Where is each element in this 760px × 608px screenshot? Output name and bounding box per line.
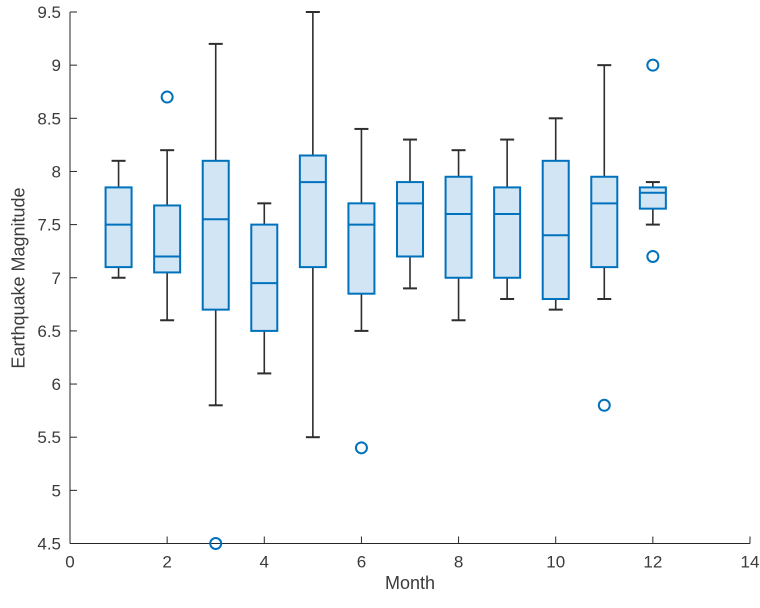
outlier-month-3 <box>209 537 223 550</box>
x-tick-label: 12 <box>643 553 662 572</box>
x-tick-label: 14 <box>741 553 760 572</box>
y-tick-label: 9 <box>52 56 61 75</box>
box-month-8 <box>444 175 473 279</box>
box-month-12 <box>638 186 667 210</box>
y-tick-label: 7.5 <box>37 216 61 235</box>
outlier-month-6 <box>354 441 368 455</box>
y-tick-label: 8.5 <box>37 109 61 128</box>
x-tick-label: 2 <box>162 553 171 572</box>
y-tick-label: 6.5 <box>37 322 61 341</box>
x-tick-label: 10 <box>546 553 565 572</box>
x-tick-label: 6 <box>357 553 366 572</box>
outlier-month-12 <box>646 249 660 263</box>
box-month-11 <box>590 175 619 269</box>
x-tick-label: 8 <box>454 553 463 572</box>
y-tick-label: 6 <box>52 375 61 394</box>
x-tick-label: 4 <box>260 553 269 572</box>
box-month-7 <box>396 181 424 258</box>
box-month-3 <box>201 159 230 311</box>
y-tick-label: 7 <box>52 269 61 288</box>
y-tick-label: 5.5 <box>37 428 61 447</box>
box-month-5 <box>298 154 327 269</box>
y-tick-label: 5 <box>52 481 61 500</box>
box-month-4 <box>250 223 279 332</box>
x-tick-label: 0 <box>65 553 74 572</box>
x-axis-title: Month <box>384 573 436 593</box>
box-month-9 <box>493 186 522 279</box>
outlier-month-2 <box>160 90 174 104</box>
outlier-month-12 <box>646 58 660 72</box>
box-month-6 <box>347 202 376 295</box>
box-month-2 <box>153 204 182 274</box>
y-tick-label: 9.5 <box>37 3 61 22</box>
y-tick-label: 4.5 <box>37 535 61 554</box>
y-tick-label: 8 <box>52 162 61 181</box>
box-month-1 <box>104 186 133 269</box>
outlier-month-11 <box>597 398 611 412</box>
y-axis-title: Earthquake Magnitude <box>8 187 29 369</box>
box-month-10 <box>541 159 570 301</box>
